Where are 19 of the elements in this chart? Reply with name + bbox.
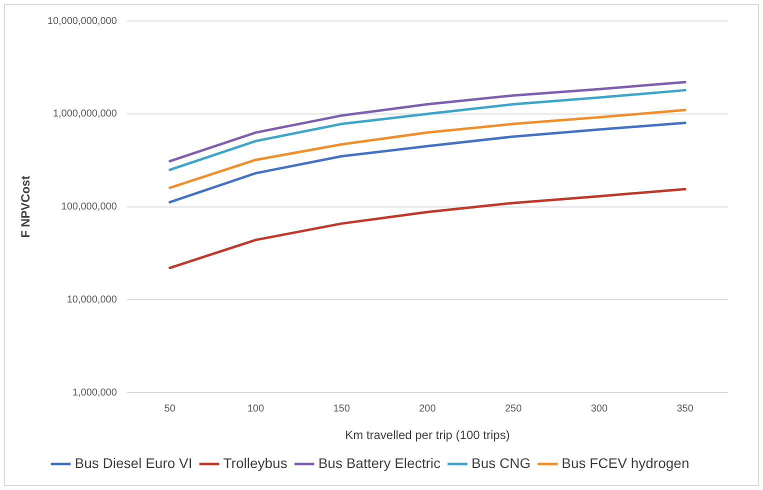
legend-label: Trolleybus <box>223 454 288 471</box>
x-axis-title: Km travelled per trip (100 trips) <box>345 428 510 442</box>
x-tick-label: 150 <box>333 403 350 414</box>
x-tick-label: 200 <box>419 403 436 414</box>
legend-label: Bus FCEV hydrogen <box>562 454 690 471</box>
y-axis-title: F NPVCost <box>18 176 33 238</box>
x-tick-label: 250 <box>504 403 522 414</box>
x-tick-label: 350 <box>676 403 694 414</box>
legend-label: Bus CNG <box>471 454 531 471</box>
y-tick-label: 10,000,000 <box>66 294 118 306</box>
y-tick-label: 1,000,000 <box>72 387 118 398</box>
x-tick-label: 50 <box>164 403 176 414</box>
x-tick-label: 300 <box>590 403 608 414</box>
x-tick-label: 100 <box>247 403 264 414</box>
legend-label: Bus Battery Electric <box>318 454 440 471</box>
y-tick-label: 10,000,000,000 <box>47 16 118 27</box>
y-tick-label: 1,000,000,000 <box>52 108 118 120</box>
legend-label: Bus Diesel Euro VI <box>74 454 192 471</box>
y-tick-label: 100,000,000 <box>61 202 118 213</box>
